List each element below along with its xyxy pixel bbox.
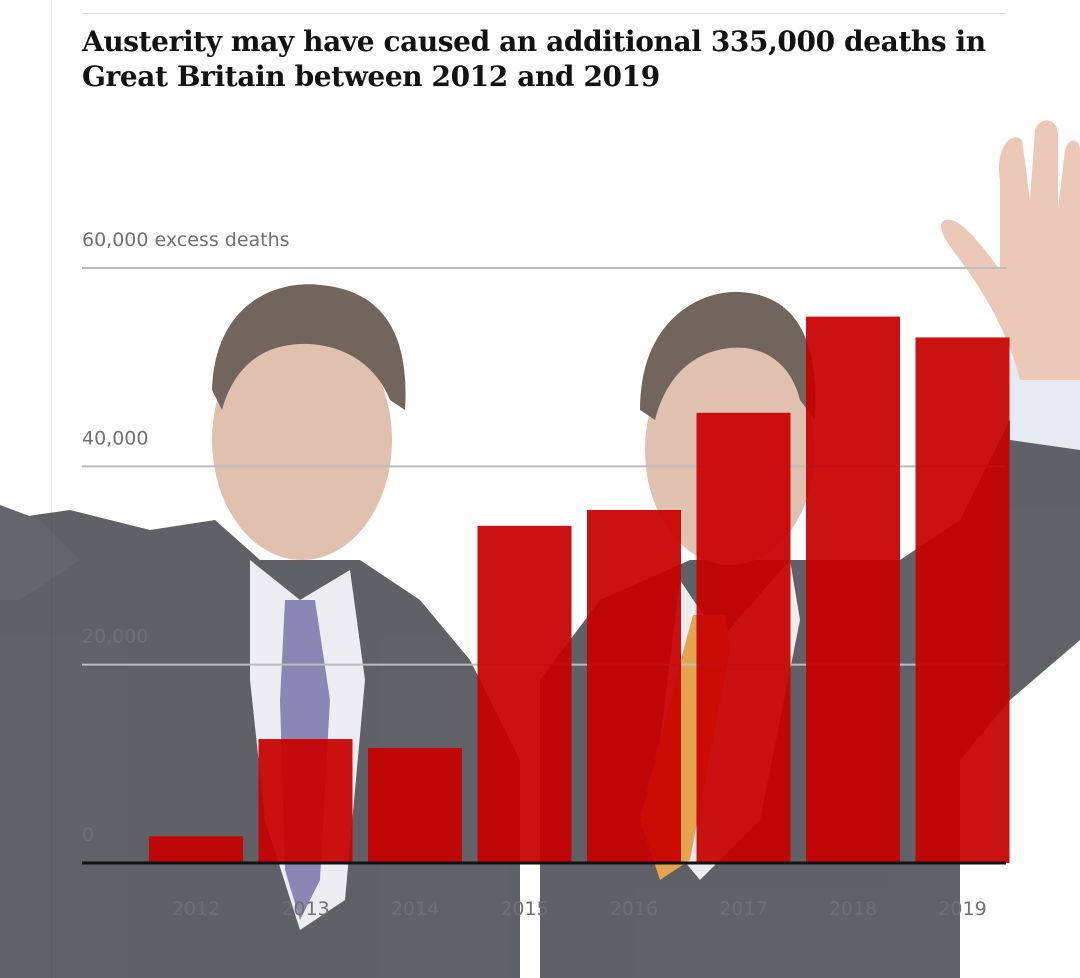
bar-2013 [258, 739, 353, 863]
x-tick-label: 2018 [829, 898, 877, 920]
bar-2015 [477, 525, 572, 863]
x-tick-label: 2014 [391, 898, 439, 920]
bar-2017 [696, 412, 791, 863]
left-frame-line [51, 0, 52, 978]
bar-2016 [587, 509, 681, 863]
left-person-figure [0, 284, 520, 978]
x-tick-label: 2015 [500, 898, 548, 920]
chart-title: Austerity may have caused an additional … [82, 25, 986, 93]
y-tick-label: 60,000 excess deaths [82, 229, 290, 251]
bar-2019 [915, 337, 1010, 864]
bar-2014 [368, 747, 462, 863]
bar-2018 [806, 316, 900, 863]
y-tick-label: 40,000 [82, 427, 148, 449]
bar-2012 [149, 836, 243, 863]
x-tick-label: 2016 [610, 898, 658, 920]
y-tick-label: 0 [82, 824, 94, 846]
x-tick-label: 2019 [938, 898, 986, 920]
x-tick-label: 2017 [719, 898, 767, 920]
y-tick-label: 20,000 [82, 626, 148, 648]
top-rule [82, 13, 1006, 14]
x-tick-label: 2013 [281, 898, 329, 920]
x-tick-label: 2012 [172, 898, 220, 920]
